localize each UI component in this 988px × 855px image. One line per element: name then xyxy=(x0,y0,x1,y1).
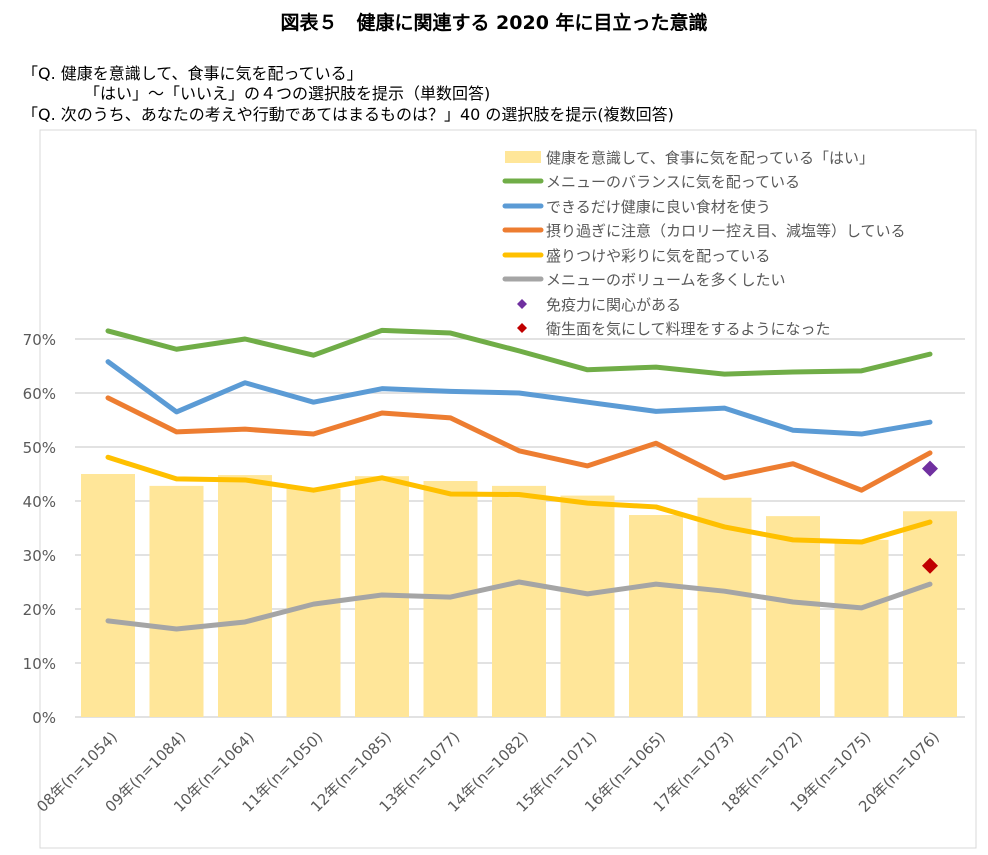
y-tick-label: 30% xyxy=(23,547,56,565)
y-tick-label: 20% xyxy=(23,601,56,619)
legend-swatch-bar xyxy=(505,151,541,163)
y-tick-label: 70% xyxy=(23,331,56,349)
series-line-2 xyxy=(105,395,933,493)
y-tick-label: 50% xyxy=(23,439,56,457)
legend-label: できるだけ健康に良い食材を使う xyxy=(546,198,771,216)
legend-label: 盛りつけや彩りに気を配っている xyxy=(546,247,770,265)
y-tick-label: 10% xyxy=(23,655,56,673)
legend-swatch-diamond xyxy=(517,299,527,309)
legend-label: メニューのバランスに気を配っている xyxy=(546,173,800,191)
legend-swatch-diamond xyxy=(517,323,527,333)
data-point-0 xyxy=(922,460,938,477)
data-point-1 xyxy=(922,557,938,574)
bar xyxy=(560,495,615,717)
y-tick-label: 60% xyxy=(23,385,56,403)
bar xyxy=(834,539,889,717)
bar xyxy=(766,516,820,717)
subtitle-line-1: 「Q. 健康を意識して、食事に気を配っている」 xyxy=(22,64,363,83)
series-line-1 xyxy=(105,359,933,437)
bar xyxy=(629,515,683,717)
chart-title: 図表５ 健康に関連する 2020 年に目立った意識 xyxy=(280,12,708,34)
series-line-0 xyxy=(105,327,933,377)
legend-label: 免疫力に関心がある xyxy=(546,296,681,314)
y-tick-label: 40% xyxy=(23,493,56,511)
legend-label: メニューのボリュームを多くしたい xyxy=(546,271,786,289)
bar xyxy=(903,511,957,717)
legend-label: 摂り過ぎに注意（カロリー控え目、減塩等）している xyxy=(546,222,906,240)
subtitle-line-2: 「はい」～「いいえ」の４つの選択肢を提示（単数回答) xyxy=(84,84,491,103)
legend-label: 衛生面を気にして料理をするようになった xyxy=(546,320,831,338)
legend-label: 健康を意識して、食事に気を配っている「はい」 xyxy=(546,149,874,167)
series-line-3 xyxy=(105,454,933,545)
bar xyxy=(697,497,752,717)
bar xyxy=(149,485,204,717)
bar xyxy=(492,485,546,717)
y-tick-label: 0% xyxy=(32,709,56,727)
bar xyxy=(81,474,135,717)
chart-border xyxy=(39,129,977,849)
series-line-4 xyxy=(105,579,933,632)
bar xyxy=(218,475,272,717)
subtitle-line-3: 「Q. 次のうち、あなたの考えや行動であてはまるものは？」40 の選択肢を提示(… xyxy=(22,105,674,124)
